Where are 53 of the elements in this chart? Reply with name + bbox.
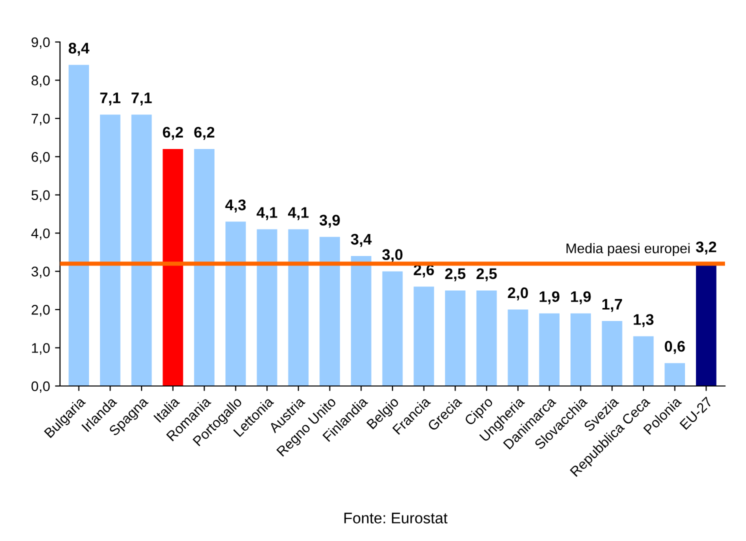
y-tick-label: 9,0 — [32, 37, 50, 49]
y-tick-label: 4,0 — [31, 228, 50, 240]
bar — [256, 229, 278, 386]
bar — [445, 290, 466, 386]
data-label: 7,1 — [100, 92, 120, 106]
data-label: 4,1 — [288, 207, 309, 220]
data-label: 3,2 — [696, 242, 716, 255]
data-label: 2,0 — [508, 287, 528, 300]
ref-line-label: Media paesi europei — [566, 243, 690, 256]
bar — [664, 363, 686, 386]
bar — [131, 114, 152, 386]
bar — [476, 290, 497, 386]
data-label: 8,4 — [68, 42, 90, 56]
source-note: Fonte: Eurostat — [344, 512, 448, 524]
data-label: 0,6 — [664, 340, 685, 354]
y-tick-label: 0,0 — [32, 381, 50, 393]
data-label: 4,3 — [225, 199, 246, 213]
bar — [602, 321, 622, 386]
bar — [570, 313, 591, 386]
bar — [633, 336, 654, 386]
y-tick-label: 7,0 — [32, 114, 50, 126]
bar — [68, 64, 90, 386]
bar — [382, 271, 403, 386]
data-label: 4,1 — [256, 207, 278, 220]
data-label: 3,9 — [319, 214, 340, 228]
y-tick-label: 1,0 — [32, 343, 50, 355]
bar — [162, 149, 184, 386]
bar — [539, 313, 560, 386]
data-label: 1,7 — [602, 299, 622, 312]
bar — [508, 310, 528, 386]
data-label: 3,0 — [382, 249, 402, 262]
y-tick-label: 6,0 — [32, 152, 50, 164]
y-tick-label: 8,0 — [32, 76, 50, 88]
y-tick-label: 3,0 — [32, 266, 50, 278]
bar — [194, 149, 214, 386]
bar — [100, 114, 120, 386]
data-label: 6,2 — [194, 126, 214, 140]
data-label: 1,9 — [540, 291, 560, 304]
data-label: 6,2 — [162, 126, 183, 140]
bar — [350, 256, 372, 386]
y-tick-label: 5,0 — [32, 190, 50, 202]
bar — [288, 229, 309, 386]
data-label: 7,1 — [132, 92, 152, 106]
bar — [320, 236, 340, 386]
data-label: 2,5 — [445, 268, 466, 282]
bar — [696, 264, 716, 386]
data-label: 1,3 — [634, 314, 654, 328]
data-label: 1,9 — [571, 291, 591, 304]
y-tick-label: 2,0 — [32, 304, 50, 316]
bar — [225, 222, 246, 386]
bar — [414, 286, 434, 386]
data-label: 2,5 — [476, 268, 497, 282]
data-label: 3,4 — [350, 234, 372, 247]
